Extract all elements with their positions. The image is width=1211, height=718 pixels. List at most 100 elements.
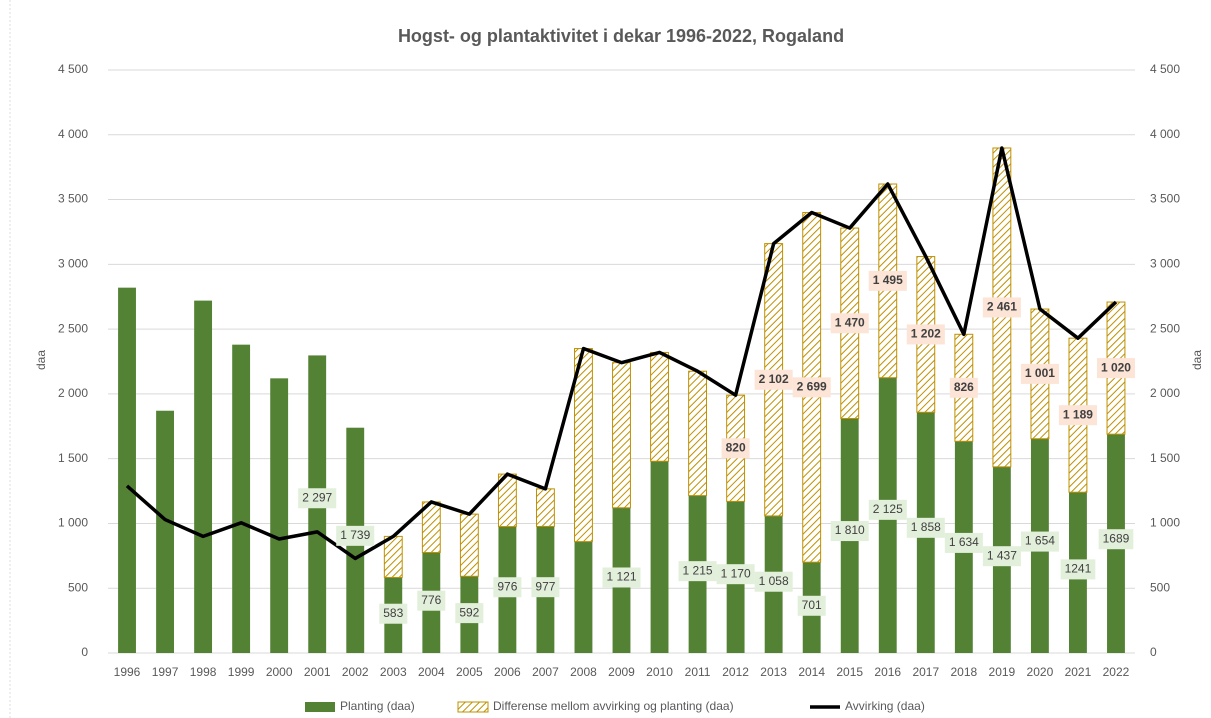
x-tick-label: 2020 [1027, 665, 1054, 679]
y2-tick-label: 4 000 [1150, 127, 1180, 141]
data-label: 1 495 [873, 273, 903, 287]
data-label: 1241 [1065, 562, 1092, 576]
data-label: 1 470 [835, 315, 865, 329]
legend-label: Avvirking (daa) [845, 699, 925, 713]
y-tick-label: 2 000 [58, 386, 88, 400]
bar [232, 344, 251, 653]
hatched-bar [688, 370, 708, 497]
data-label-bg [982, 297, 1021, 318]
x-tick-label: 1999 [228, 665, 255, 679]
y-tick-label: 4 000 [58, 127, 88, 141]
data-label-bg [830, 521, 869, 542]
data-label-bg [379, 603, 408, 624]
x-tick-label: 2008 [570, 665, 597, 679]
x-tick-label: 2010 [646, 665, 673, 679]
x-tick-label: 2011 [685, 665, 711, 679]
x-tick-label: 2016 [874, 665, 901, 679]
legend-swatch [457, 701, 489, 713]
y-tick-label: 1 500 [58, 451, 88, 465]
y2-axis-title: daa [1190, 350, 1204, 370]
x-tick-label: 2019 [989, 665, 1016, 679]
data-label-bg [792, 377, 831, 398]
data-label: 1 654 [1025, 534, 1055, 548]
data-label: 2 461 [987, 300, 1017, 314]
y2-tick-label: 0 [1150, 645, 1157, 659]
x-tick-label: 2018 [950, 665, 977, 679]
data-label: 1 121 [606, 570, 636, 584]
y2-tick-label: 2 500 [1150, 321, 1180, 335]
bar [118, 287, 136, 653]
data-label-bg [602, 567, 641, 588]
y2-tick-label: 1 500 [1150, 451, 1180, 465]
bar [650, 461, 669, 653]
data-label-bg [721, 438, 750, 459]
data-label: 1689 [1103, 531, 1130, 545]
data-label-bg [868, 499, 907, 520]
x-tick-label: 2012 [722, 665, 749, 679]
y2-tick-label: 3 000 [1150, 257, 1180, 271]
x-tick-label: 2014 [798, 665, 825, 679]
data-label-bg [754, 571, 793, 592]
data-label: 1 020 [1101, 360, 1131, 374]
data-label: 826 [954, 380, 974, 394]
y-tick-label: 3 500 [58, 192, 88, 206]
legend-label: Differense mellom avvirking og planting … [493, 699, 734, 713]
x-tick-label: 2022 [1103, 665, 1130, 679]
legend-swatch [305, 702, 335, 712]
x-tick-label: 1998 [190, 665, 217, 679]
x-tick-label: 2017 [912, 665, 939, 679]
data-label-bg [1060, 559, 1096, 580]
data-label: 977 [535, 579, 555, 593]
y2-tick-label: 2 000 [1150, 386, 1180, 400]
x-tick-label: 1997 [152, 665, 179, 679]
data-label: 1 202 [911, 327, 941, 341]
data-label: 583 [383, 606, 403, 620]
data-label-bg [1020, 363, 1059, 384]
x-tick-label: 2000 [266, 665, 293, 679]
x-tick-label: 2005 [456, 665, 483, 679]
x-tick-label: 2009 [608, 665, 635, 679]
data-label-bg [716, 564, 755, 585]
data-label: 1 437 [987, 548, 1017, 562]
data-label-bg [1096, 358, 1135, 379]
x-tick-label: 2002 [342, 665, 369, 679]
bar [270, 378, 289, 653]
data-label: 820 [726, 440, 746, 454]
x-tick-label: 2007 [532, 665, 559, 679]
data-label-bg [944, 532, 983, 553]
x-tick-label: 2021 [1065, 665, 1092, 679]
data-label: 1 739 [340, 528, 370, 542]
data-label-bg [949, 377, 978, 398]
data-label: 1 189 [1063, 407, 1093, 421]
x-tick-label: 1996 [114, 665, 141, 679]
x-tick-label: 2013 [760, 665, 787, 679]
hatched-bar [535, 488, 555, 527]
data-label-bg [493, 577, 522, 598]
data-label: 976 [497, 579, 517, 593]
data-label-bg [455, 603, 484, 624]
data-label: 2 297 [302, 490, 332, 504]
data-label-bg [797, 595, 826, 616]
data-label: 2 699 [797, 380, 827, 394]
y2-tick-label: 500 [1150, 580, 1170, 594]
data-label-bg [678, 561, 717, 582]
data-label: 2 125 [873, 502, 903, 516]
data-label: 1 001 [1025, 366, 1055, 380]
bar [194, 300, 213, 653]
data-label-bg [298, 488, 337, 509]
x-tick-label: 2004 [418, 665, 445, 679]
data-label: 592 [459, 605, 479, 619]
data-label-bg [982, 546, 1021, 567]
data-label-bg [1058, 405, 1097, 426]
chart-title: Hogst- og plantaktivitet i dekar 1996-20… [398, 26, 844, 46]
legend-label: Planting (daa) [340, 699, 415, 713]
hatched-bar [383, 535, 403, 578]
bar [156, 410, 174, 653]
y-axis-title: daa [34, 350, 48, 370]
data-label: 776 [421, 593, 441, 607]
data-label-bg [417, 590, 446, 611]
x-tick-label: 2006 [494, 665, 521, 679]
data-label: 701 [802, 598, 822, 612]
data-label: 1 215 [683, 563, 713, 577]
